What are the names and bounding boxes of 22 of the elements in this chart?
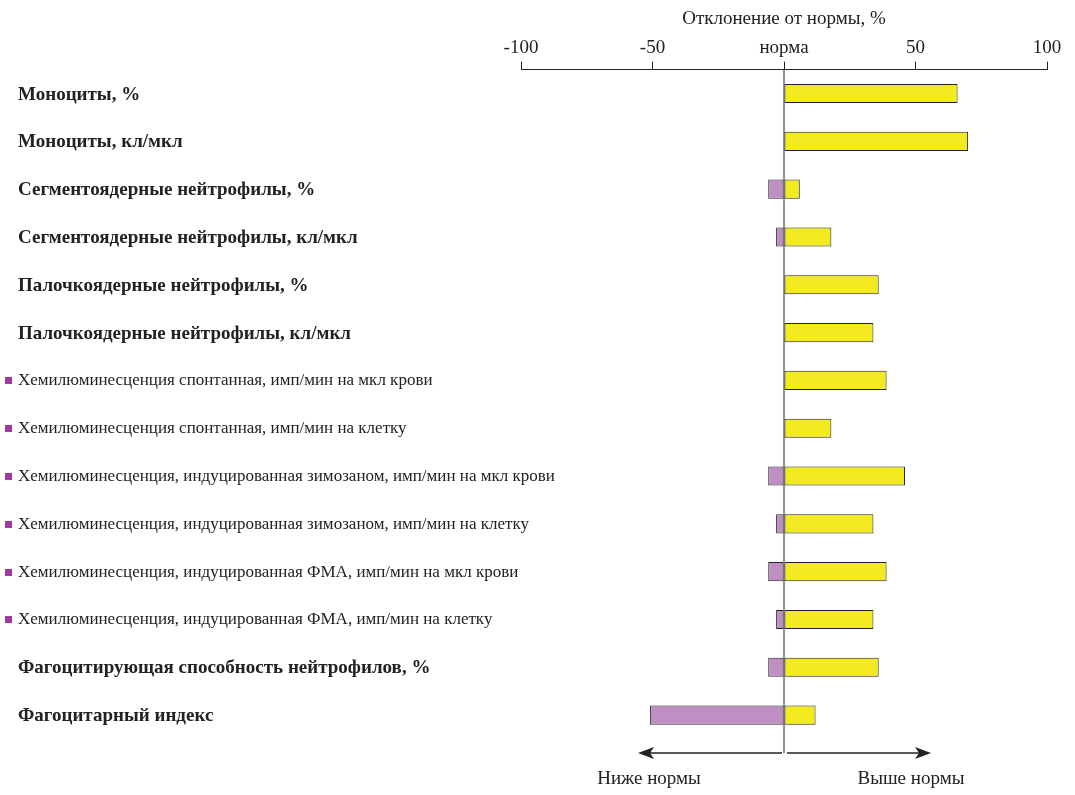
x-axis-title: Отклонение от нормы, %: [682, 7, 886, 29]
y-tick-label: Хемилюминесценция, индуцированная ФМА, имп/мин на клетку: [18, 609, 493, 630]
x-tick-label: -100: [503, 36, 539, 58]
x-tick-label: -50: [639, 36, 666, 58]
y-tick-label: Хемилюминесценция, индуцированная зимозаном, имп/мин на клетку: [18, 513, 529, 534]
y-tick-label: Хемилюминесценция, индуцированная ФМА, имп/мин на мкл крови: [18, 561, 519, 582]
y-tick-label: Хемилюминесценция спонтанная, имп/мин на клетку: [18, 418, 407, 439]
x-tick-label: 50: [906, 36, 925, 58]
y-tick-label: Моноциты, %: [18, 82, 141, 105]
x-tick-label: норма: [759, 36, 810, 58]
y-tick-label: Хемилюминесценция спонтанная, имп/мин на мкл крови: [18, 370, 433, 391]
y-tick-label: Палочкоядерные нейтрофилы, кл/мкл: [18, 321, 352, 344]
y-tick-label: Фагоцитарный индекс: [18, 704, 214, 727]
x-tick-label: 100: [1032, 36, 1062, 58]
y-tick-label: Сегментоядерные нейтрофилы, кл/мкл: [18, 225, 358, 248]
y-tick-label: Хемилюминесценция, индуцированная зимозаном, имп/мин на мкл крови: [18, 466, 555, 487]
text: Выше нормы: [857, 767, 965, 789]
text: Ниже нормы: [597, 767, 701, 789]
y-tick-label: Фагоцитирующая способность нейтрофилов, %: [18, 656, 431, 679]
y-tick-label: Палочкоядерные нейтрофилы, %: [18, 273, 309, 296]
y-tick-label: Сегментоядерные нейтрофилы, %: [18, 178, 316, 201]
y-tick-label: Моноциты, кл/мкл: [18, 130, 183, 153]
